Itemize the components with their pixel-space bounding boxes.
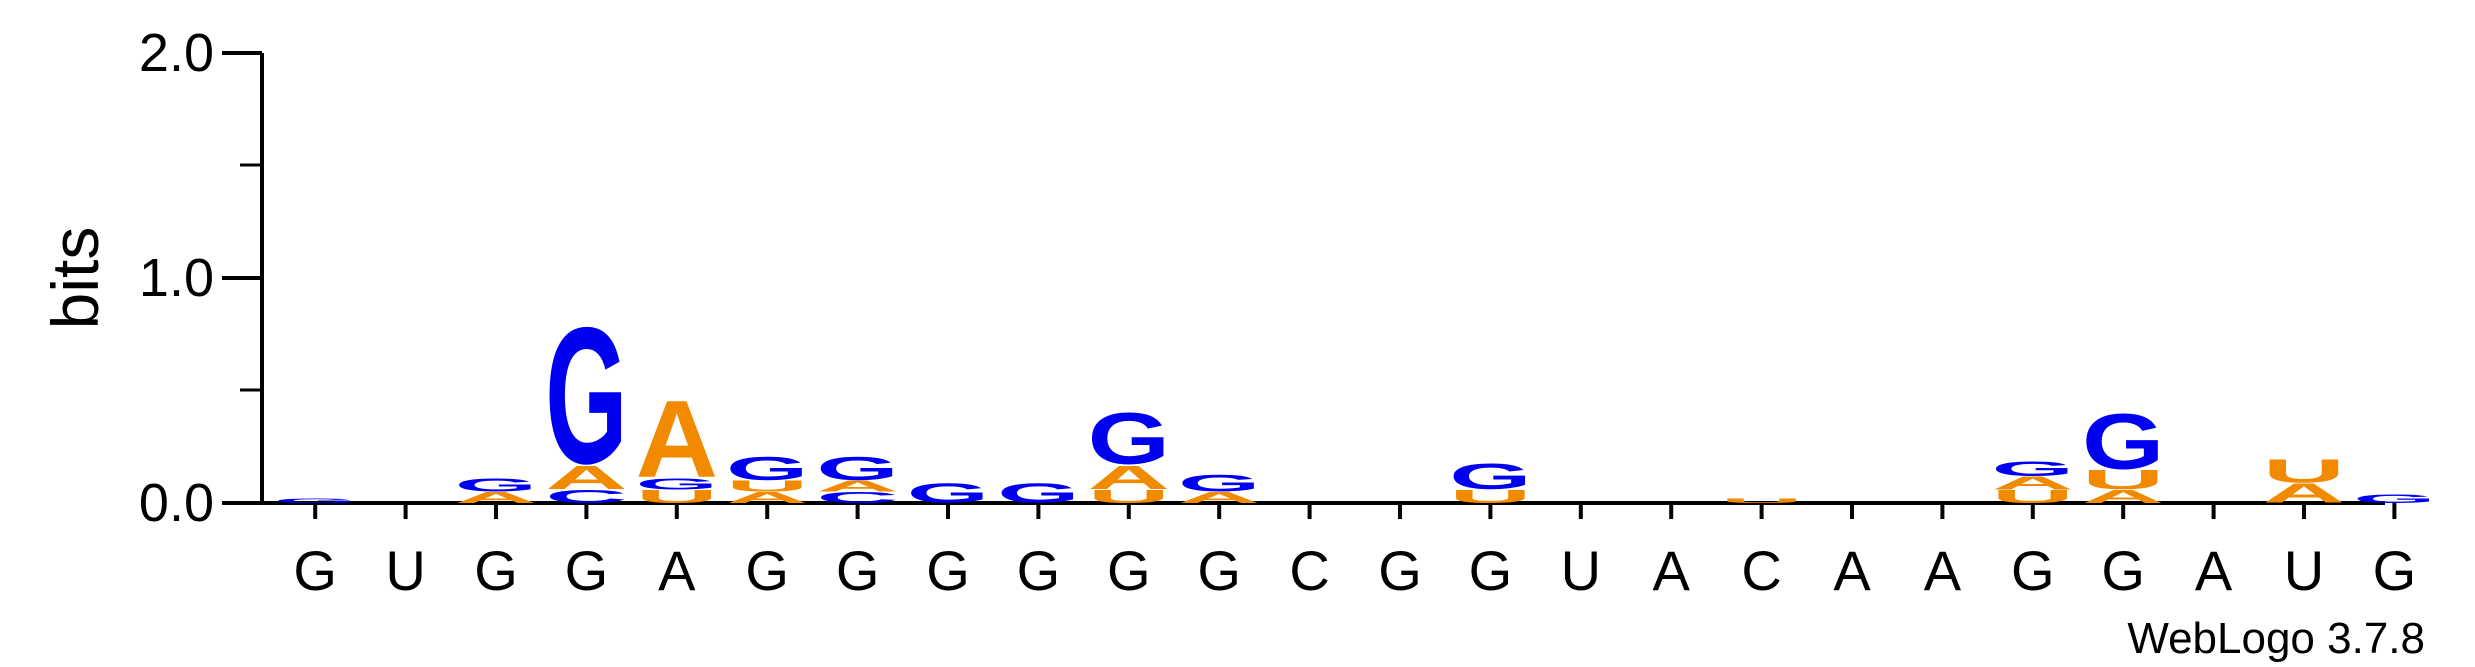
x-tick-label-9: G: [1017, 539, 1061, 602]
logo-letter-G-pos-6: G: [726, 450, 808, 487]
x-tick-label-8: G: [926, 539, 970, 602]
x-tick-label-4: G: [565, 539, 609, 602]
logo-letter-A-pos-4: A: [545, 459, 627, 496]
x-tick-label-7: G: [836, 539, 880, 602]
weblogo-credit: WebLogo 3.7.8: [2127, 614, 2425, 663]
x-tick-label-6: G: [745, 539, 789, 602]
x-tick-label-22: A: [2195, 539, 2233, 602]
x-tick-label-18: A: [1833, 539, 1871, 602]
x-tick-label-14: G: [1469, 539, 1513, 602]
logo-letter-G-pos-3: G: [455, 475, 537, 495]
x-tick-label-5: A: [658, 539, 696, 602]
x-tick-label-3: G: [474, 539, 518, 602]
logo-letter-A-pos-21: A: [2082, 487, 2164, 507]
logo-letter-U-pos-10: U: [1088, 487, 1170, 507]
logo-letter-G-pos-10: G: [1088, 399, 1170, 480]
x-tick-label-12: C: [1289, 539, 1329, 602]
x-tick-label-11: G: [1197, 539, 1241, 602]
x-tick-label-1: G: [293, 539, 337, 602]
y-tick-label-0: 0.0: [139, 473, 214, 533]
y-tick-label-2: 2.0: [139, 23, 214, 83]
logo-letter-G-pos-7: G: [816, 450, 898, 487]
logo-letter-U-pos-20: U: [1992, 487, 2074, 507]
logo-letter-A-pos-20: A: [1992, 473, 2074, 493]
x-tick-label-24: G: [2373, 539, 2417, 602]
x-tick-label-19: A: [1924, 539, 1962, 602]
logo-letter-U-pos-23: U: [2263, 452, 2345, 489]
x-tick-label-16: A: [1653, 539, 1691, 602]
logo-letter-A-pos-6: A: [726, 489, 808, 506]
x-tick-label-23: U: [2284, 539, 2324, 602]
logo-letter-G-pos-24: G: [2353, 492, 2435, 506]
logo-letter-G-pos-1: G: [274, 497, 356, 504]
logo-letter-C-pos-7: C: [816, 489, 898, 506]
logo-letter-U-pos-6: U: [726, 478, 808, 495]
x-tick-label-17: C: [1741, 539, 1781, 602]
logo-letter-G-pos-5: G: [636, 476, 718, 493]
logo-letter-A-pos-7: A: [816, 478, 898, 495]
x-tick-label-15: U: [1561, 539, 1601, 602]
logo-letter-U-pos-21: U: [2082, 464, 2164, 495]
logo-letter-A-pos-11: A: [1178, 489, 1260, 506]
x-tick-label-21: G: [2101, 539, 2145, 602]
logo-letter-A-pos-3: A: [455, 489, 537, 506]
x-tick-label-20: G: [2011, 539, 2055, 602]
logo-letter-G-pos-20: G: [1992, 457, 2074, 481]
logo-letter-C-pos-4: C: [545, 487, 627, 507]
x-tick-label-13: G: [1378, 539, 1422, 602]
logo-letter-A-pos-5: A: [636, 378, 718, 500]
logo-letter-G-pos-14: G: [1449, 456, 1531, 497]
logo-letter-A-pos-10: A: [1088, 459, 1170, 496]
logo-letter-U-pos-14: U: [1449, 487, 1531, 507]
y-axis-label: bits: [38, 227, 112, 330]
logo-letter-G-pos-11: G: [1178, 470, 1260, 497]
x-tick-label-2: U: [385, 539, 425, 602]
logo-letter-U-pos-5: U: [636, 487, 718, 507]
logo-letter-G-pos-4: G: [545, 288, 627, 505]
y-axis: 0.0 1.0 2.0 bits: [38, 23, 264, 533]
logo-letter-U-pos-17: U: [1720, 498, 1802, 505]
x-tick-label-10: G: [1107, 539, 1151, 602]
y-tick-label-1: 1.0: [139, 248, 214, 308]
logo-letter-G-pos-21: G: [2082, 397, 2164, 486]
